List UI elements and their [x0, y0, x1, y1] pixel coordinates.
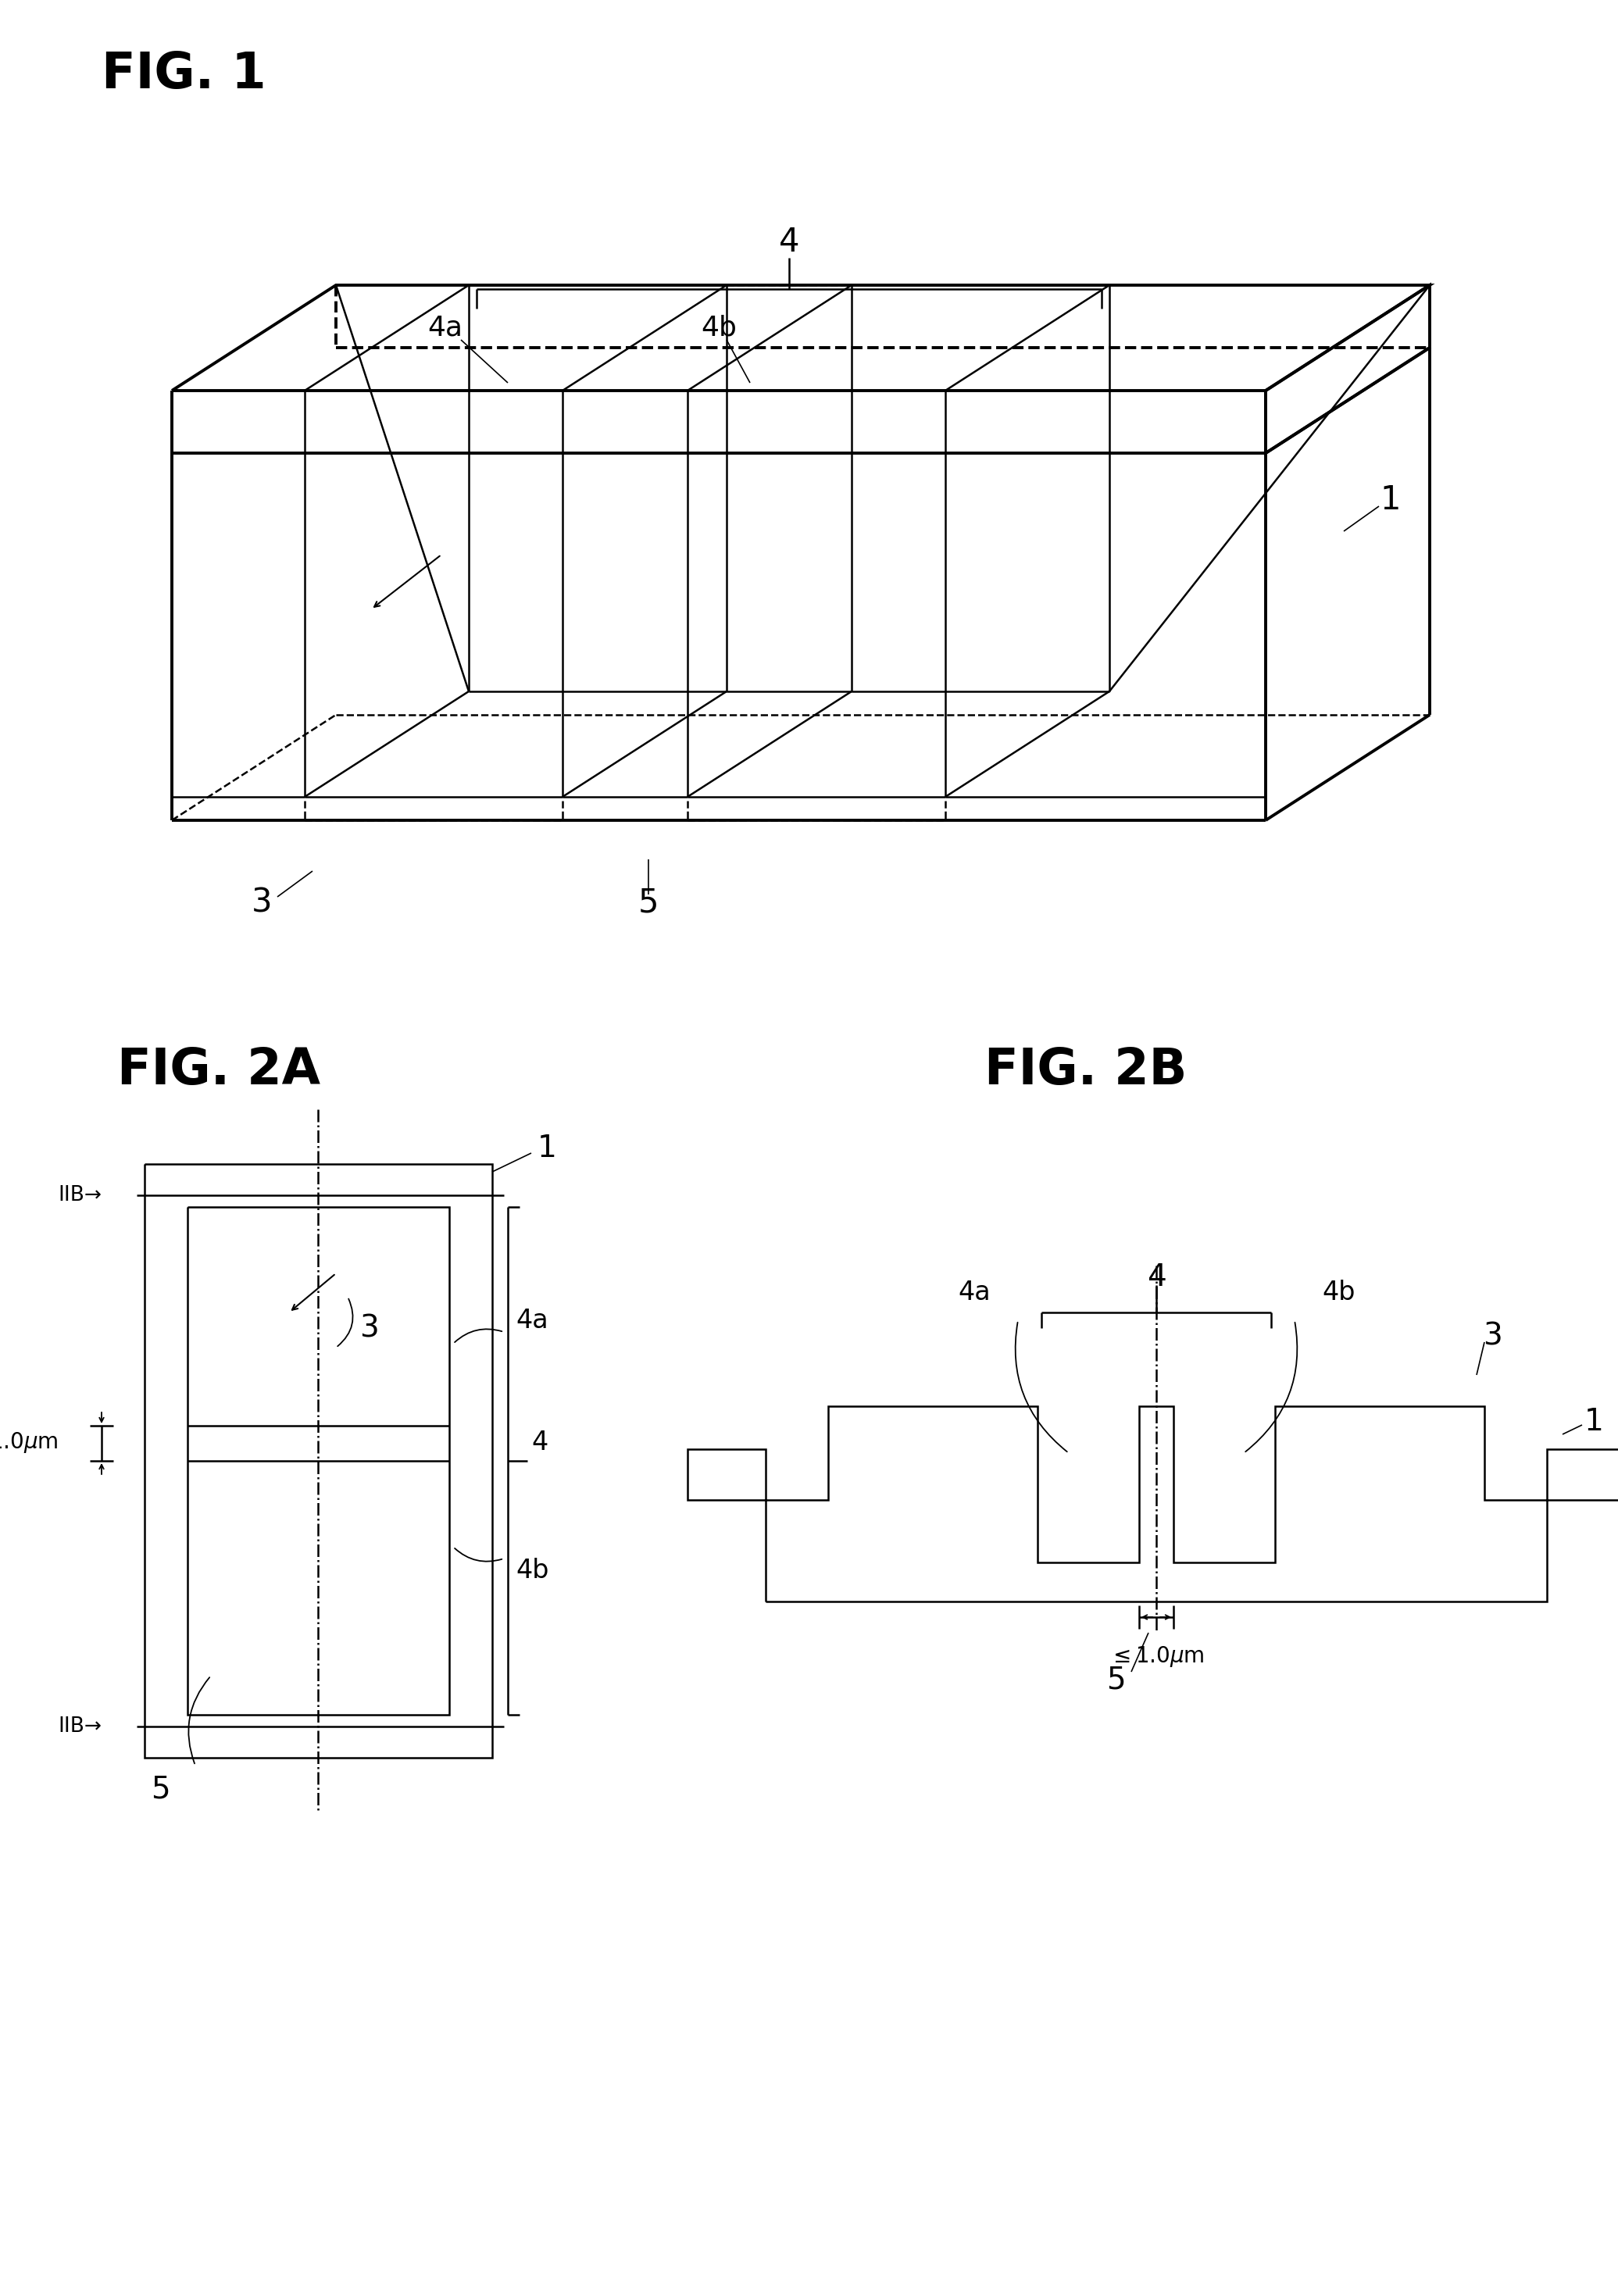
Text: 4: 4 — [531, 1430, 549, 1456]
Text: 1: 1 — [1584, 1407, 1603, 1437]
Text: 1: 1 — [537, 1134, 557, 1164]
Text: 3: 3 — [251, 886, 272, 918]
Text: IIB→: IIB→ — [58, 1185, 102, 1205]
Text: 5: 5 — [150, 1775, 170, 1805]
Text: 3: 3 — [359, 1313, 379, 1343]
Text: 3: 3 — [1482, 1320, 1502, 1350]
Text: 4b: 4b — [516, 1557, 549, 1584]
Text: FIG. 1: FIG. 1 — [102, 51, 265, 99]
Text: FIG. 2A: FIG. 2A — [116, 1047, 320, 1095]
Text: FIG. 2B: FIG. 2B — [985, 1047, 1188, 1095]
Text: 4b: 4b — [701, 315, 736, 342]
Text: 5: 5 — [637, 886, 659, 918]
Text: 4a: 4a — [958, 1281, 990, 1306]
Text: 4b: 4b — [1322, 1281, 1356, 1306]
Text: 5: 5 — [1107, 1665, 1125, 1694]
Text: 1: 1 — [1380, 484, 1401, 517]
Text: 4: 4 — [778, 225, 799, 259]
Text: 4a: 4a — [516, 1306, 549, 1334]
Text: $\leq$1.0$\mu$m: $\leq$1.0$\mu$m — [0, 1430, 58, 1456]
Text: $\leq$1.0$\mu$m: $\leq$1.0$\mu$m — [1108, 1644, 1204, 1669]
Text: IIB→: IIB→ — [58, 1717, 102, 1736]
Text: 4a: 4a — [427, 315, 463, 342]
Text: 4: 4 — [1147, 1263, 1167, 1293]
